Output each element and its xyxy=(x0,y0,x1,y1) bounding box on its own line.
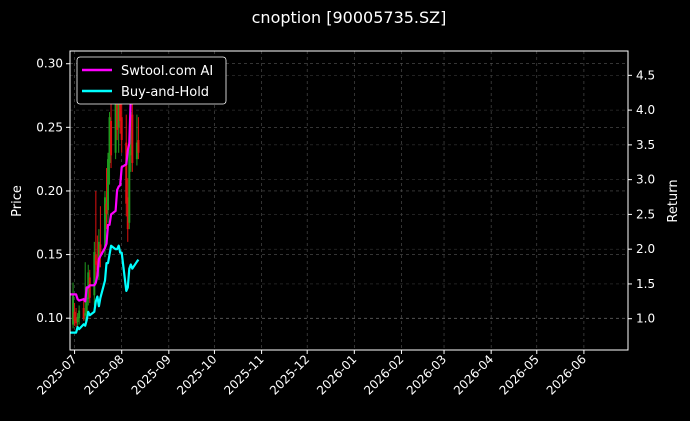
candle-body xyxy=(103,197,106,249)
y2-axis-ticks: 1.0 1.5 2.0 2.5 3.0 3.5 4.0 4.5 xyxy=(628,68,655,326)
candle-body xyxy=(125,142,128,204)
y-tick-label: 0.30 xyxy=(36,57,63,71)
candle-body xyxy=(137,140,140,153)
y2-axis-label: Return xyxy=(666,179,681,222)
candle-body xyxy=(117,99,120,128)
candle-body xyxy=(129,112,132,156)
candle-body xyxy=(97,241,100,268)
series-line-buy-and-hold xyxy=(70,244,140,334)
candle-body xyxy=(107,159,110,211)
candle-body xyxy=(120,117,123,141)
candle-body xyxy=(75,318,78,324)
y-axis-label: Price xyxy=(10,185,25,217)
y2-tick-label: 3.0 xyxy=(636,173,655,187)
y2-tick-label: 1.5 xyxy=(636,277,655,291)
candle-body xyxy=(78,310,81,319)
candle-body xyxy=(116,104,119,130)
y2-tick-label: 4.0 xyxy=(636,103,655,117)
return-series xyxy=(70,71,140,334)
candle-body xyxy=(110,120,113,156)
candle-body xyxy=(73,311,76,321)
y2-tick-label: 1.0 xyxy=(636,312,655,326)
candle-body xyxy=(114,104,117,153)
y2-tick-label: 2.5 xyxy=(636,207,655,221)
candle-body xyxy=(93,252,96,296)
legend-label-swtool: Swtool.com AI xyxy=(121,64,213,79)
legend-label-buy-and-hold: Buy-and-Hold xyxy=(121,85,209,100)
candle-body xyxy=(99,244,102,255)
y-tick-label: 0.20 xyxy=(36,184,63,198)
candle-body xyxy=(108,117,111,163)
y-tick-label: 0.15 xyxy=(36,248,63,262)
candle-body xyxy=(88,277,91,298)
candlesticks xyxy=(72,76,140,331)
y2-tick-label: 2.0 xyxy=(636,242,655,256)
candle-body xyxy=(84,313,87,316)
candle-body xyxy=(131,114,134,163)
chart-title: cnoption [90005735.SZ] xyxy=(252,8,447,27)
candle-body xyxy=(128,150,131,223)
candle-body xyxy=(94,254,97,265)
y-axis-ticks: 0.10 0.15 0.20 0.25 0.30 xyxy=(36,57,70,325)
y-tick-label: 0.25 xyxy=(36,120,63,134)
series-line-swtool xyxy=(70,71,134,303)
y2-tick-label: 4.5 xyxy=(636,68,655,82)
candle-body xyxy=(82,308,85,319)
candle-body xyxy=(119,101,122,121)
y2-tick-label: 3.5 xyxy=(636,138,655,152)
plot-area-frame xyxy=(69,50,629,351)
candle-body xyxy=(135,142,138,160)
y-tick-label: 0.10 xyxy=(36,311,63,325)
legend-box xyxy=(76,56,227,105)
candle-body xyxy=(126,197,129,230)
legend: Swtool.com AI Buy-and-Hold xyxy=(76,56,227,105)
candle-body xyxy=(76,316,79,323)
candle-body xyxy=(72,295,75,325)
candle-body xyxy=(85,297,88,314)
candle-body xyxy=(105,203,108,214)
